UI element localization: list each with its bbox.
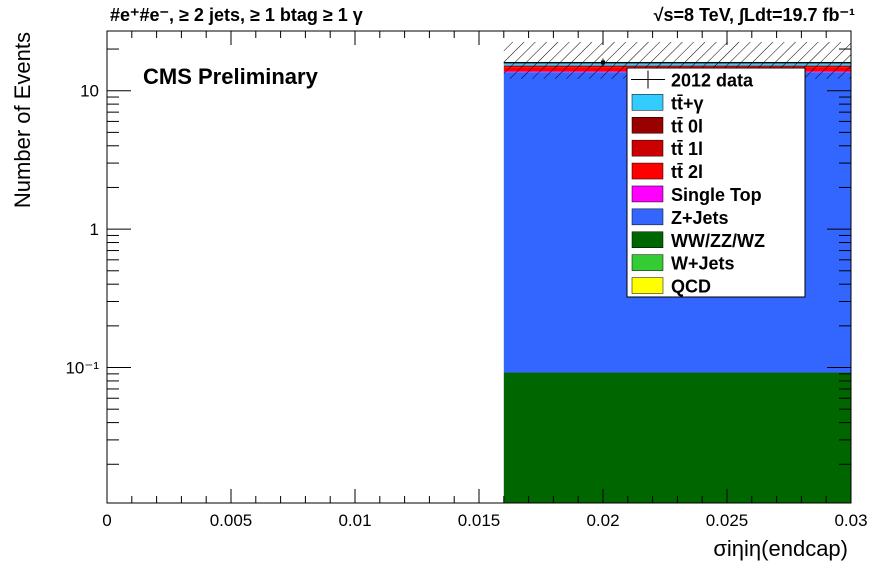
legend-swatch bbox=[631, 94, 664, 111]
legend-label: tt̄+γ bbox=[671, 93, 704, 113]
legend-label: QCD bbox=[671, 277, 711, 297]
x-tick-label: 0 bbox=[102, 511, 111, 530]
y-axis-label: Number of Events bbox=[10, 32, 35, 208]
data-point bbox=[601, 60, 605, 65]
legend-label: tt̄ 2l bbox=[671, 162, 703, 182]
legend-label: tt̄ 0l bbox=[671, 116, 703, 136]
legend-label: WW/ZZ/WZ bbox=[671, 231, 765, 251]
legend-label: tt̄ 1l bbox=[671, 139, 703, 159]
legend-swatch bbox=[631, 208, 664, 226]
legend-swatch bbox=[631, 162, 664, 180]
x-tick-label: 0.03 bbox=[834, 511, 867, 530]
legend-label: 2012 data bbox=[671, 70, 754, 90]
header-right-text: √s=8 TeV, ∫Ldt=19.7 fb⁻¹ bbox=[654, 5, 855, 25]
y-tick-label: 1 bbox=[90, 220, 99, 239]
plot-area: 0 0.005 0.01 0.015 0.02 0.025 0.03 10⁻¹ 1 10 2012 … bbox=[65, 30, 868, 530]
legend-swatch bbox=[631, 231, 664, 248]
header-left-text: #e⁺#e⁻, ≥ 2 jets, ≥ 1 btag ≥ 1 γ bbox=[110, 5, 363, 25]
legend-label: Single Top bbox=[671, 185, 762, 205]
legend-label: W+Jets bbox=[671, 254, 735, 274]
legend-label: Z+Jets bbox=[671, 208, 729, 228]
legend-swatch bbox=[631, 277, 664, 294]
legend-swatch bbox=[631, 185, 664, 203]
bar-ww-zz-wz bbox=[503, 372, 851, 503]
x-axis-label: σiηiη(endcap) bbox=[713, 536, 848, 561]
y-tick-label: 10 bbox=[80, 82, 99, 101]
x-tick-label: 0.02 bbox=[586, 511, 619, 530]
x-tick-label: 0.015 bbox=[458, 511, 501, 530]
legend-swatch bbox=[631, 254, 664, 271]
x-tick-label: 0.025 bbox=[706, 511, 749, 530]
x-tick-label: 0.005 bbox=[210, 511, 253, 530]
x-tick-label: 0.01 bbox=[338, 511, 371, 530]
y-tick-label: 10⁻¹ bbox=[65, 359, 99, 378]
legend-swatch bbox=[631, 117, 664, 134]
legend-swatch bbox=[631, 139, 664, 157]
cms-preliminary-annotation: CMS Preliminary bbox=[143, 64, 319, 89]
